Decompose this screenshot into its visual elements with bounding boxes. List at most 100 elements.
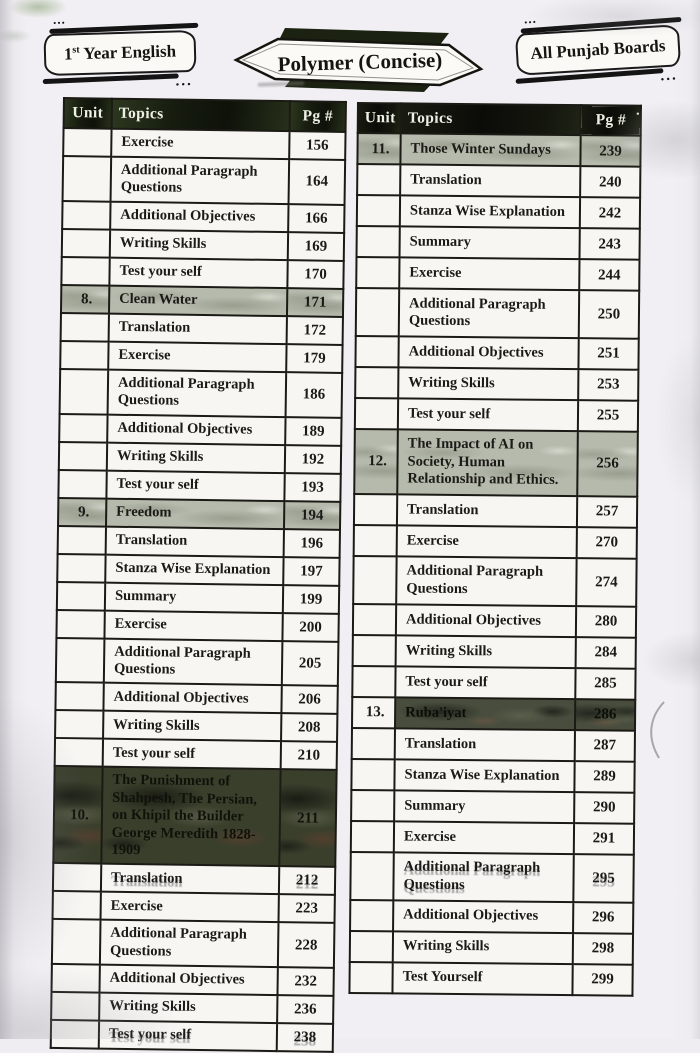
pg-cell: 206 [281,685,338,715]
unit-cell [61,256,110,286]
table-row: Exercise 223 [52,891,335,924]
table-row: 13. Ruba'iyat 286 [351,696,636,731]
unit-cell: 11. [357,133,401,165]
topic-cell: Writing Skills [99,992,278,1024]
unit-cell [51,964,100,993]
unit-cell [354,397,399,430]
table-row: Stanza Wise Explanation 197 [57,553,340,586]
unit-cell [350,899,394,931]
pg-cell: 212 [278,866,336,896]
topic-cell: Summary [394,790,575,823]
unit-cell [352,634,396,667]
topic-cell: Translation [394,728,575,761]
table-row: Translation 287 [351,727,635,762]
table-row: Translation 196 [57,525,340,558]
table-row: Translation 240 [357,164,641,198]
pg-cell: 244 [579,259,640,291]
pg-cell: 251 [578,337,639,370]
table-row: Test your self 193 [58,469,341,502]
unit-cell [59,368,109,415]
pg-cell: 289 [574,760,635,793]
table-row: Writing Skills 208 [55,710,338,743]
topic-cell: Summary [104,582,284,613]
topic-cell: Additional Paragraph Questions [99,919,279,968]
table-row: Additional Objectives 232 [51,964,334,996]
pg-cell: 208 [281,713,338,743]
unit-cell [55,710,104,739]
unit-cell [60,340,109,370]
board-badge: All Punjab Boards [514,24,682,76]
topic-cell: Additional Paragraph Questions [110,156,290,204]
unit-cell [355,366,399,399]
topic-cell: Additional Objectives [99,964,278,996]
unit-cell [351,789,395,822]
topic-cell: Writing Skills [109,229,289,260]
topic-cell: Test your self [98,1020,278,1052]
unit-cell [352,603,397,636]
unit-cell [55,637,105,683]
series-title: Polymer (Concise) [277,48,442,77]
pg-cell: 287 [574,729,635,762]
unit-cell [56,609,105,639]
unit-cell [355,288,400,337]
table-row: 12. The Impact of AI on Society, Human Re… [354,428,638,497]
topic-cell: Additional Paragraph Questions [396,556,577,606]
table-row: Writing Skills 253 [355,366,639,401]
topic-cell: Writing Skills [395,635,576,668]
table-row: Additional Paragraph Questions 186 [59,368,343,418]
pg-cell: 239 [580,135,641,167]
pg-cell: 189 [285,416,342,446]
pg-cell: 253 [578,368,639,401]
pg-cell: 199 [282,584,340,614]
pg-cell: 192 [284,444,342,474]
pg-cell: 238 [276,1023,334,1052]
table-row: Translation 172 [60,312,343,345]
unit-cell [357,164,401,196]
page-column-header: Pg # [289,101,346,132]
pg-cell: 164 [288,159,346,205]
unit-cell [356,226,400,258]
pg-cell: 171 [286,287,344,317]
topic-cell: Writing Skills [392,930,574,964]
pg-cell: 193 [284,472,341,502]
table-row: Test your self 238 [50,1020,334,1052]
topic-cell: Additional Paragraph Questions [393,852,574,902]
unit-cell: 13. [351,696,396,729]
topic-cell: Additional Paragraph Questions [398,288,580,338]
table-row: Stanza Wise Explanation 242 [356,195,641,229]
unit-cell: 9. [58,497,107,527]
pg-cell: 179 [286,343,343,373]
topic-cell: Test your self [397,398,579,431]
pg-cell: 242 [579,197,641,229]
topic-cell: Test your self [109,257,288,288]
unit-cell [51,919,101,965]
topic-cell: Additional Objectives [393,899,574,933]
table-row: Test Yourself 299 [349,961,633,996]
table-row: Writing Skills 298 [349,930,634,965]
pg-cell: 256 [577,430,638,497]
topic-cell: Writing Skills [103,710,282,742]
pg-cell: 299 [572,963,633,996]
unit-cell [54,738,104,767]
pg-cell: 194 [283,500,341,530]
unit-column-header: Unit [63,98,112,129]
table-row: Test your self 170 [61,256,344,289]
topic-cell: Translation [108,313,287,344]
grade-badge-label: 1st Year English [63,41,177,64]
unit-column-header: Unit [357,103,401,134]
topic-cell: Additional Objectives [398,336,579,369]
topic-cell: Test Yourself [392,961,573,995]
unit-cell: 12. [354,428,398,495]
topic-cell: Test your self [102,738,282,770]
table-row: Test your self 210 [54,738,338,771]
table-row: Summary 290 [351,789,635,824]
unit-cell [350,820,395,853]
unit-cell [349,961,393,993]
table-row: Additional Objectives 206 [55,682,338,715]
pg-cell: 169 [287,231,345,261]
table-row: Additional Objectives 280 [352,603,637,638]
table-row: Additional Paragraph Questions 295 [350,851,634,903]
pg-cell: 290 [574,791,635,824]
unit-cell [55,682,104,711]
topic-cell: The Punishment of Shahpesh, The Persian,… [101,766,281,867]
